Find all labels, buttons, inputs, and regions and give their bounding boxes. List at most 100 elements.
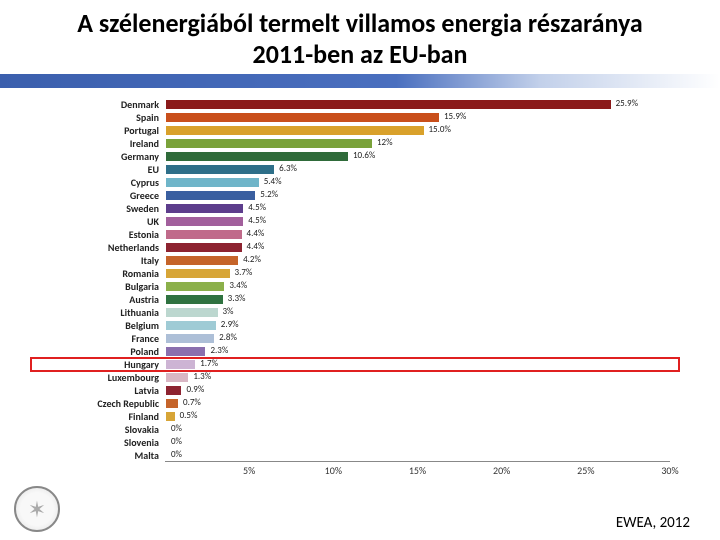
chart-row: Finland0.5% [30, 410, 680, 423]
bar [166, 243, 242, 252]
country-label: Greece [30, 189, 165, 202]
bar-area: 25.9% [165, 100, 680, 109]
chart-row: Malta 0% [30, 449, 680, 462]
country-label: Portugal [30, 124, 165, 137]
bar-value: 10.6% [353, 150, 375, 161]
country-label: EU [30, 163, 165, 176]
country-label: France [30, 332, 165, 345]
bar-area: 4.4% [165, 230, 680, 239]
bar [166, 321, 216, 330]
logo-icon: ✶ [14, 486, 60, 532]
bar [166, 386, 181, 395]
bar-value: 0.5% [180, 410, 198, 421]
bar-area: 5.2% [165, 191, 680, 200]
bar-value: 4.4% [247, 241, 265, 252]
chart-row: Bulgaria3.4% [30, 280, 680, 293]
bar-area: 0.5% [165, 412, 680, 421]
bar-area: 0% [165, 438, 680, 447]
x-tick: 20% [493, 464, 510, 477]
bar-area: 3.3% [165, 295, 680, 304]
bar-area: 2.3% [165, 347, 680, 356]
title-line1: A szélenergiából termelt villamos energi… [10, 8, 710, 39]
chart-row: Ireland12% [30, 137, 680, 150]
chart-row: Denmark25.9% [30, 98, 680, 111]
bar [166, 308, 218, 317]
country-label: Lithuania [30, 306, 165, 319]
bar-value: 0% [171, 436, 182, 447]
country-label: Belgium [30, 319, 165, 332]
bar-area: 0% [165, 425, 680, 434]
bar-value: 0% [171, 449, 182, 460]
bar-value: 1.3% [193, 371, 211, 382]
country-label: Bulgaria [30, 280, 165, 293]
bar-area: 1.3% [165, 373, 680, 382]
country-label: Germany [30, 150, 165, 163]
divider-bar [0, 74, 720, 88]
country-label: Cyprus [30, 176, 165, 189]
bar [166, 113, 439, 122]
title-line2: 2011-ben az EU-ban [10, 39, 710, 70]
bar [166, 399, 178, 408]
country-label: Sweden [30, 202, 165, 215]
country-label: Poland [30, 345, 165, 358]
chart-row: EU 6.3% [30, 163, 680, 176]
chart-row: Luxembourg1.3% [30, 371, 680, 384]
bar-value: 2.3% [210, 345, 228, 356]
bar [166, 165, 274, 174]
bar [166, 126, 424, 135]
bar-value: 3% [223, 306, 234, 317]
bar [166, 412, 175, 421]
country-label: UK [30, 215, 165, 228]
x-tick: 15% [409, 464, 426, 477]
bar-area: 2.9% [165, 321, 680, 330]
country-label: Spain [30, 111, 165, 124]
bar-value: 6.3% [279, 163, 297, 174]
chart-row: Cyprus 5.4% [30, 176, 680, 189]
bar-value: 0.9% [186, 384, 204, 395]
chart-row: France2.8% [30, 332, 680, 345]
chart-row: Spain 15.9% [30, 111, 680, 124]
chart-row: Belgium 2.9% [30, 319, 680, 332]
bar [166, 347, 205, 356]
bar-area: 4.5% [165, 217, 680, 226]
bar-value: 15.9% [444, 111, 466, 122]
chart-row: Netherlands 4.4% [30, 241, 680, 254]
bar [166, 217, 243, 226]
country-label: Slovakia [30, 423, 165, 436]
bar-area: 4.5% [165, 204, 680, 213]
bar-value: 4.5% [248, 215, 266, 226]
bar [166, 360, 195, 369]
chart-row: Portugal15.0% [30, 124, 680, 137]
bar [166, 373, 188, 382]
country-label: Netherlands [30, 241, 165, 254]
bar-area: 0.9% [165, 386, 680, 395]
bar [166, 334, 214, 343]
bar-area: 15.9% [165, 113, 680, 122]
chart-row: Estonia4.4% [30, 228, 680, 241]
bar [166, 269, 230, 278]
bar-value: 2.9% [221, 319, 239, 330]
chart-row: Germany 10.6% [30, 150, 680, 163]
x-tick: 5% [243, 464, 255, 477]
country-label: Malta [30, 449, 165, 462]
chart-row: Austria3.3% [30, 293, 680, 306]
bar-value: 5.4% [264, 176, 282, 187]
chart-row: Slovenia0% [30, 436, 680, 449]
bar-value: 4.5% [248, 202, 266, 213]
bar-value: 0% [171, 423, 182, 434]
bar [166, 204, 243, 213]
bar-area: 3.4% [165, 282, 680, 291]
chart-row: Italy4.2% [30, 254, 680, 267]
footer: ✶ EWEA, 2012 [0, 486, 720, 532]
bar-area: 12% [165, 139, 680, 148]
country-label: Estonia [30, 228, 165, 241]
bar-area: 10.6% [165, 152, 680, 161]
bar [166, 100, 611, 109]
bar-value: 3.7% [235, 267, 253, 278]
country-label: Czech Republic [30, 397, 165, 410]
bar-area: 4.2% [165, 256, 680, 265]
bar-area: 0.7% [165, 399, 680, 408]
chart-row: Latvia0.9% [30, 384, 680, 397]
bar-value: 0.7% [183, 397, 201, 408]
bar-area: 3% [165, 308, 680, 317]
